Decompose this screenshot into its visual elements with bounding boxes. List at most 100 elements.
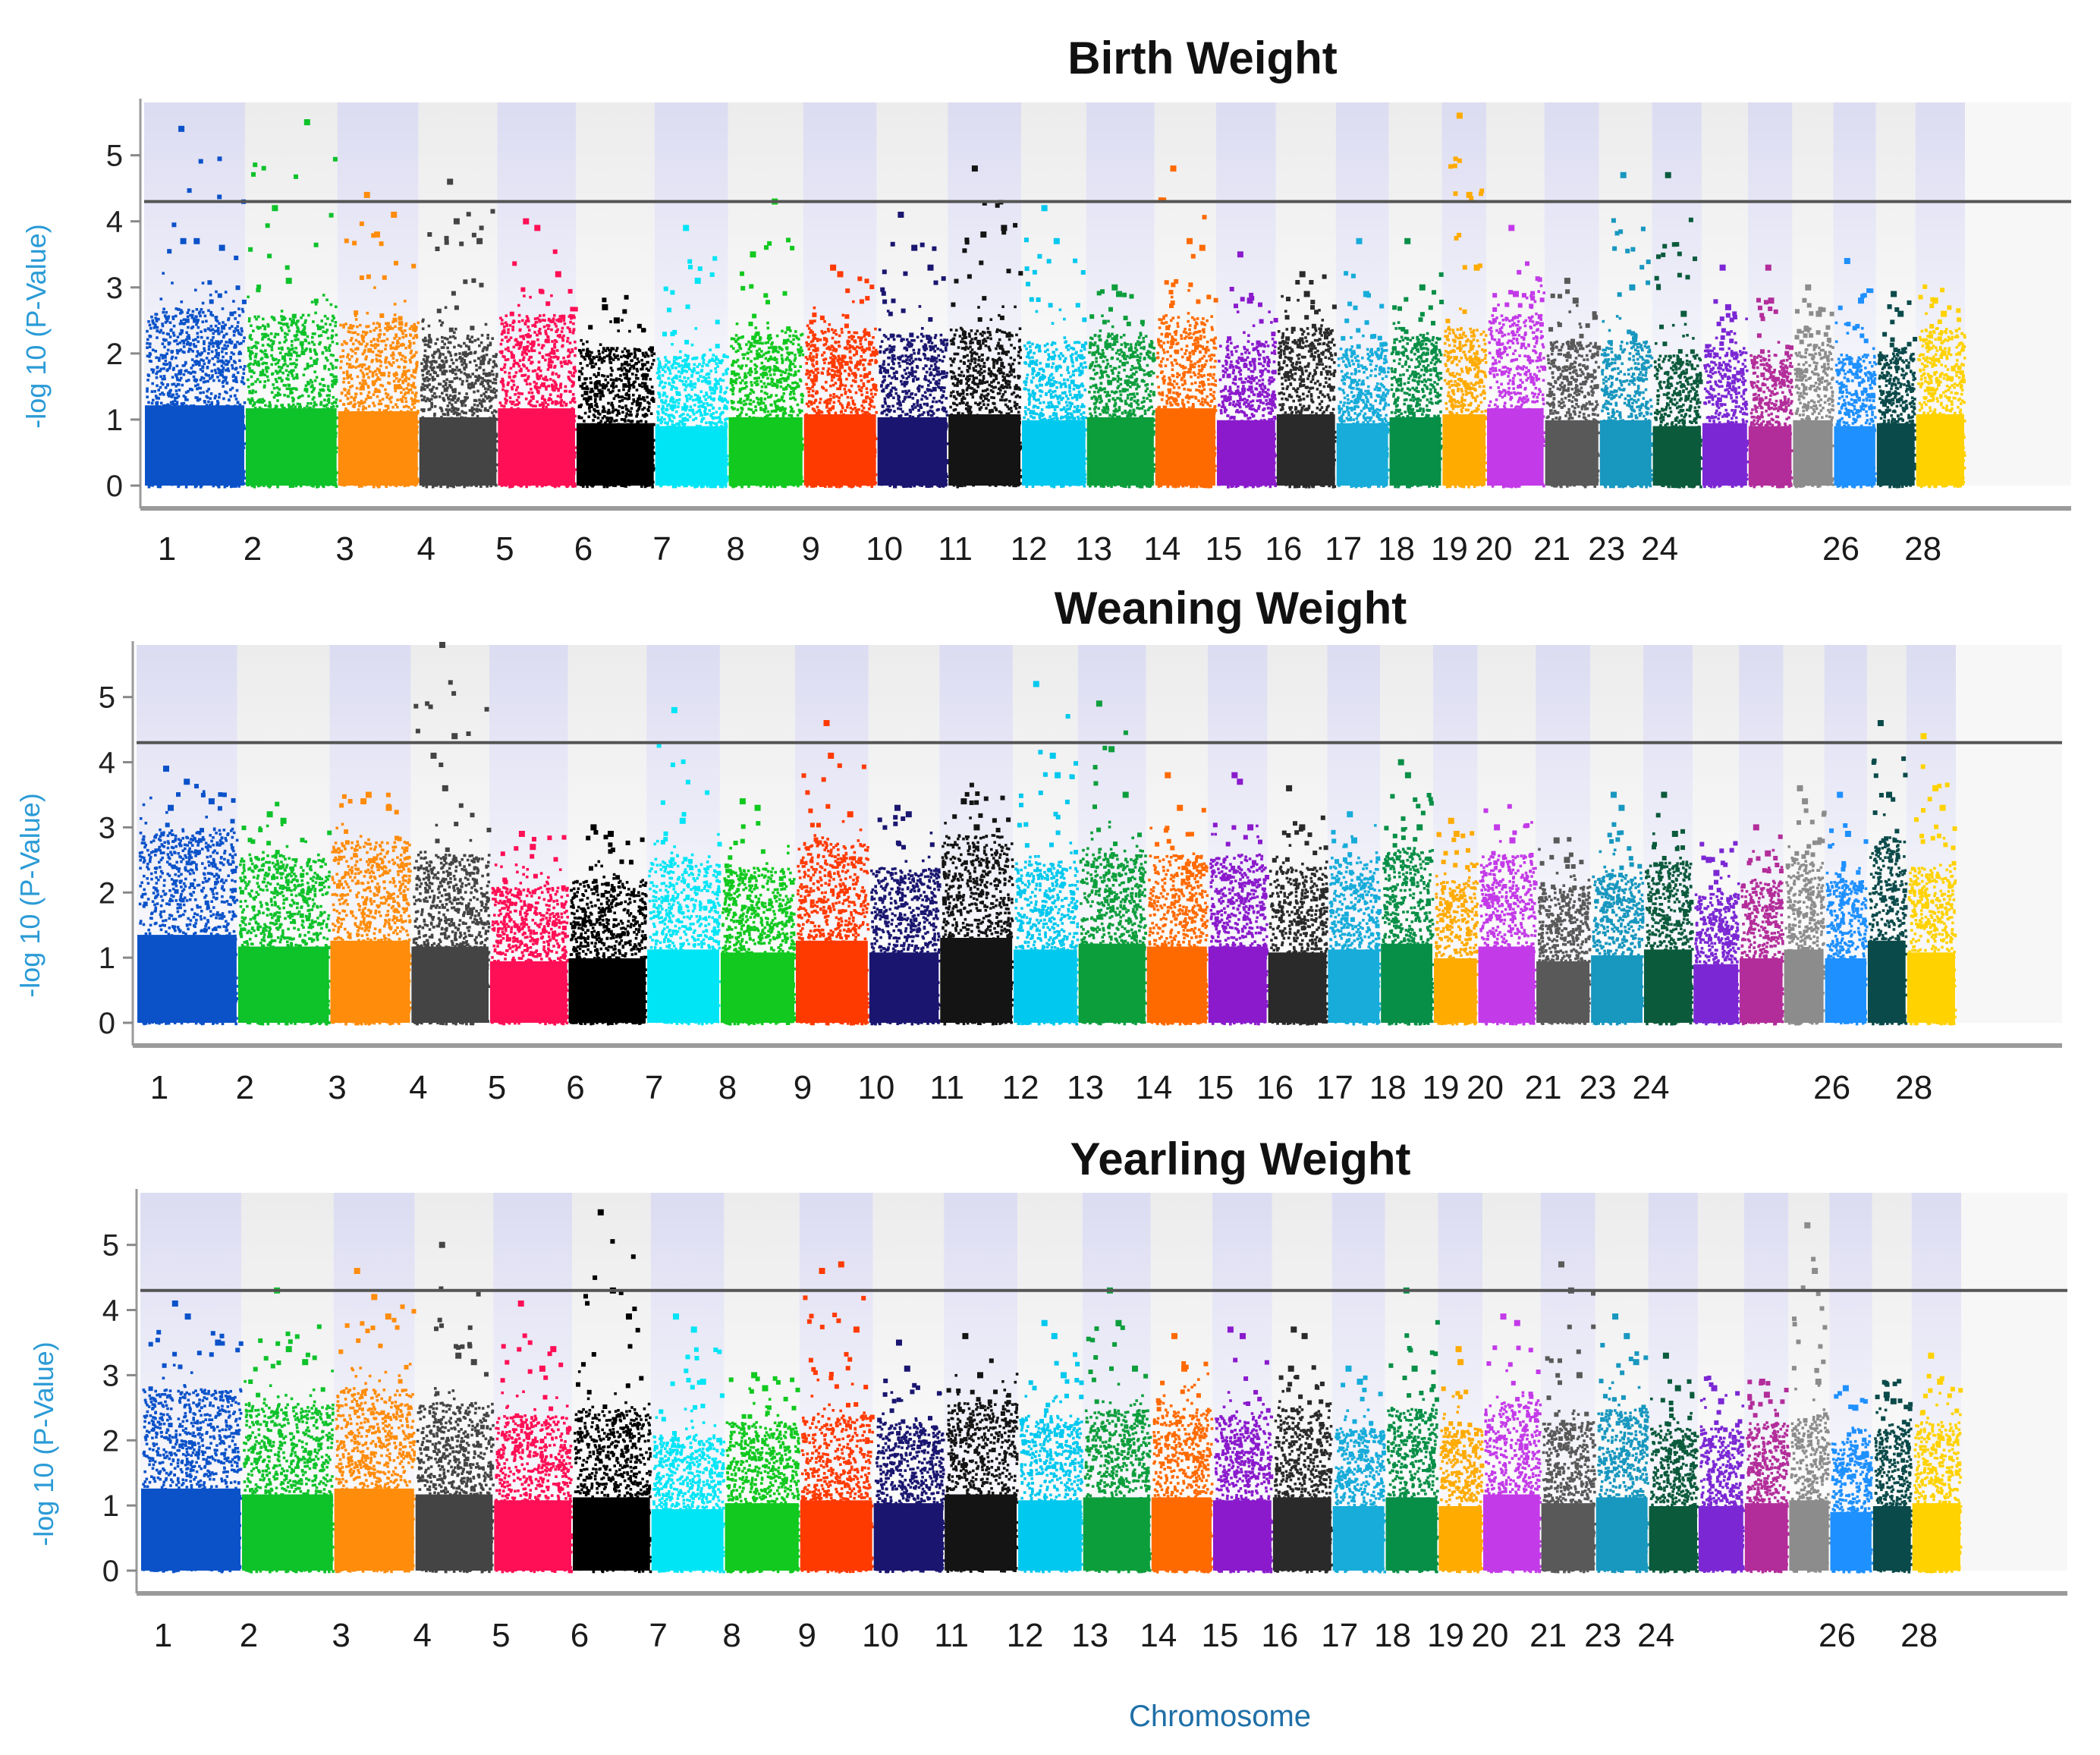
snp-point xyxy=(266,362,269,365)
snp-point xyxy=(166,383,169,386)
snp-point xyxy=(297,328,300,331)
snp-point xyxy=(320,319,323,322)
snp-point xyxy=(284,322,287,326)
snp-point xyxy=(162,367,165,370)
snp-point xyxy=(196,335,200,338)
snp-point xyxy=(270,339,273,342)
snp-point xyxy=(306,388,309,391)
snp-point xyxy=(241,308,244,311)
snp-point xyxy=(234,361,237,364)
snp-point xyxy=(244,401,247,404)
snp-point xyxy=(308,341,311,344)
snp-point xyxy=(146,379,149,382)
snp-point xyxy=(281,366,284,370)
snp-point xyxy=(319,382,322,385)
snp-point xyxy=(274,335,277,338)
snp-point xyxy=(243,372,246,375)
snp-point xyxy=(227,367,230,370)
snp-point xyxy=(156,385,159,388)
snp-point xyxy=(270,332,273,335)
snp-point xyxy=(234,376,237,379)
snp-point xyxy=(329,344,332,348)
snp-point xyxy=(249,351,252,354)
snp-point xyxy=(233,330,236,333)
snp-point xyxy=(193,343,196,346)
snp-point xyxy=(168,361,171,364)
snp-point xyxy=(267,379,270,382)
snp-point xyxy=(288,404,291,407)
snp-point xyxy=(263,328,266,331)
snp-point xyxy=(225,376,228,379)
snp-point xyxy=(206,337,209,340)
snp-point xyxy=(155,316,158,319)
snp-point xyxy=(316,376,319,379)
snp-point xyxy=(178,388,181,392)
snp-point xyxy=(171,357,174,360)
snp-point xyxy=(229,395,232,398)
snp-point xyxy=(185,338,188,341)
snp-point xyxy=(226,363,229,366)
snp-point xyxy=(222,356,225,359)
snp-point xyxy=(221,351,224,354)
birth-weight-panel: Birth Weight -log 10 (P-Value) 012345 12… xyxy=(20,33,2071,568)
snp-point xyxy=(197,341,200,344)
snp-point-cluster xyxy=(145,405,244,486)
snp-point xyxy=(279,351,282,354)
snp-point xyxy=(162,272,165,275)
snp-point xyxy=(281,329,284,332)
snp-point xyxy=(155,373,158,376)
snp-point xyxy=(262,344,265,347)
snp-point xyxy=(303,373,306,376)
snp-point xyxy=(155,401,158,404)
snp-point xyxy=(322,378,325,381)
snp-point xyxy=(222,398,225,401)
snp-point xyxy=(238,360,241,363)
snp-point xyxy=(255,347,258,350)
snp-point xyxy=(263,333,266,336)
snp-point xyxy=(199,310,202,313)
snp-point xyxy=(212,357,215,360)
snp-point xyxy=(332,367,335,370)
snp-point xyxy=(212,332,215,335)
snp-point xyxy=(147,320,150,323)
snp-point xyxy=(176,365,179,368)
snp-point xyxy=(204,329,207,332)
snp-point xyxy=(199,392,202,395)
snp-point xyxy=(170,350,173,353)
snp-point xyxy=(200,336,203,339)
snp-point xyxy=(191,358,194,361)
snp-point xyxy=(192,364,195,367)
snp-point xyxy=(196,308,199,311)
snp-point xyxy=(160,297,163,300)
snp-point xyxy=(235,398,238,401)
snp-point xyxy=(222,376,225,379)
snp-point xyxy=(231,367,234,370)
snp-point xyxy=(200,330,203,333)
snp-point xyxy=(156,376,159,379)
snp-point xyxy=(190,348,193,351)
snp-point xyxy=(159,331,162,334)
snp-point xyxy=(165,386,168,389)
snp-point xyxy=(297,403,300,406)
snp-point xyxy=(185,486,188,489)
snp-point xyxy=(250,376,253,379)
snp-point xyxy=(185,319,190,323)
snp-point xyxy=(252,363,255,366)
y-axis-label: -log 10 (P-Value) xyxy=(20,224,52,428)
snp-point xyxy=(165,316,168,319)
snp-point xyxy=(292,377,295,380)
snp-point xyxy=(175,339,178,342)
snp-point xyxy=(335,334,338,337)
snp-peak-point xyxy=(193,238,200,244)
snp-point xyxy=(170,401,173,404)
snp-point xyxy=(183,318,186,321)
snp-point xyxy=(196,360,201,365)
snp-point xyxy=(278,377,281,380)
snp-point xyxy=(190,372,193,375)
snp-point xyxy=(228,339,231,342)
snp-point xyxy=(264,355,267,358)
snp-point xyxy=(255,341,258,344)
snp-point xyxy=(146,346,149,349)
snp-point xyxy=(332,385,335,388)
